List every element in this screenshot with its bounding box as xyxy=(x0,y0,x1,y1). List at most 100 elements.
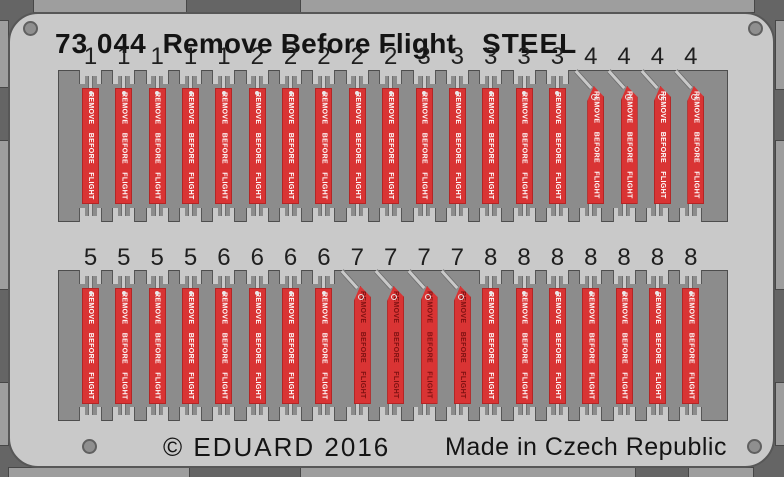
corner-hole-top-left xyxy=(23,21,38,36)
flag-text: REMOVE BEFORE FLIGHT xyxy=(453,92,461,200)
attachment-tab-top xyxy=(488,276,494,290)
rbf-flag: REMOVE BEFORE FLIGHT xyxy=(682,288,700,404)
flag-text: REMOVE BEFORE FLIGHT xyxy=(87,92,94,200)
flag-grommet xyxy=(88,291,93,295)
flag-text: REMOVE BEFORE FLIGHT xyxy=(687,292,695,400)
attachment-tab-bottom xyxy=(588,403,594,415)
rbf-flag: REMOVE BEFORE FLIGHT xyxy=(315,288,333,404)
edge-tab-bottom xyxy=(8,467,190,477)
flag-text: REMOVE BEFORE FLIGHT xyxy=(287,92,295,200)
edge-tab-right xyxy=(775,382,784,446)
attachment-tab-bottom xyxy=(154,203,160,216)
corner-hole-bottom-right xyxy=(747,439,762,454)
flag-grommet xyxy=(155,91,160,95)
attachment-tab-top xyxy=(88,76,93,90)
rbf-flag: REMOVE BEFORE FLIGHT xyxy=(448,88,466,204)
flag-text: REMOVE BEFORE FLIGHT xyxy=(620,292,628,400)
flag-text: REMOVE BEFORE FLIGHT xyxy=(592,91,600,199)
flag-grommet xyxy=(488,291,493,295)
flag-text: REMOVE BEFORE FLIGHT xyxy=(487,92,495,200)
attachment-tab-bottom xyxy=(321,203,327,216)
flag-text: REMOVE BEFORE FLIGHT xyxy=(320,292,328,400)
attachment-tab-top xyxy=(488,76,494,90)
attachment-tab-bottom xyxy=(421,203,427,216)
attachment-tab-top xyxy=(254,276,260,290)
attachment-tab-bottom xyxy=(554,403,560,415)
attachment-tab-top xyxy=(354,76,360,90)
material-label: STEEL xyxy=(482,28,578,59)
rbf-flag: REMOVE BEFORE FLIGHT xyxy=(182,288,200,404)
attachment-tab-bottom xyxy=(254,203,260,216)
flag-grommet xyxy=(422,91,426,95)
attachment-tab-top xyxy=(154,76,160,90)
rbf-flag: REMOVE BEFORE FLIGHT xyxy=(182,88,200,204)
attachment-tab-top xyxy=(121,276,127,290)
flag-text: REMOVE BEFORE FLIGHT xyxy=(320,92,328,200)
part-number-label: 4 xyxy=(617,43,631,70)
attachment-tab-bottom xyxy=(121,403,127,415)
attachment-tab-bottom xyxy=(254,403,260,415)
attachment-tab-top xyxy=(388,76,394,90)
flag-text: REMOVE BEFORE FLIGHT xyxy=(425,291,433,399)
attachment-tab-top xyxy=(288,76,294,90)
corner-hole-bottom-left xyxy=(82,439,97,454)
attachment-tab-top xyxy=(621,276,627,290)
attachment-tab-bottom xyxy=(321,403,327,415)
flag-grommet xyxy=(121,91,126,95)
attachment-tab-top xyxy=(421,76,427,90)
part-number-label: 5 xyxy=(83,244,98,271)
part-number-label: 6 xyxy=(283,244,298,271)
attachment-tab-top xyxy=(521,76,527,90)
product-title: Remove Before Flight xyxy=(162,28,457,59)
rbf-flag: REMOVE BEFORE FLIGHT xyxy=(215,288,233,404)
attachment-tab-top xyxy=(121,76,127,90)
attachment-tab-bottom xyxy=(388,203,394,216)
attachment-tab-bottom xyxy=(388,403,394,415)
header-title-row: 73 044 Remove Before Flight STEEL xyxy=(55,28,577,60)
rbf-flag: REMOVE BEFORE FLIGHT xyxy=(453,286,471,404)
part-number-label: 4 xyxy=(584,43,598,70)
part-number-label: 6 xyxy=(250,244,264,271)
flag-text: REMOVE BEFORE FLIGHT xyxy=(253,92,261,200)
attachment-tab-top xyxy=(254,76,260,90)
attachment-tab-top xyxy=(588,276,594,290)
part-number-label: 2 xyxy=(250,43,264,70)
attachment-tab-top xyxy=(454,76,460,90)
attachment-tab-bottom xyxy=(88,203,93,216)
part-number-label: 8 xyxy=(517,244,531,271)
catalog-number: 73 044 xyxy=(55,28,147,59)
part-number-label: 3 xyxy=(450,43,465,70)
flag-text: REMOVE BEFORE FLIGHT xyxy=(358,291,366,399)
rbf-flag: REMOVE BEFORE FLIGHT xyxy=(548,288,566,404)
flag-grommet xyxy=(155,291,160,295)
part-number-label: 5 xyxy=(117,244,131,271)
flag-text: REMOVE BEFORE FLIGHT xyxy=(153,292,161,400)
rbf-flag: REMOVE BEFORE FLIGHT xyxy=(315,88,333,204)
flag-grommet xyxy=(555,91,560,95)
attachment-tab-top xyxy=(321,76,327,90)
attachment-tab-bottom xyxy=(88,403,93,415)
rbf-flag: REMOVE BEFORE FLIGHT xyxy=(248,288,266,404)
part-number-label: 1 xyxy=(83,43,98,70)
attachment-tab-top xyxy=(221,76,227,90)
edge-tab-bottom xyxy=(300,467,636,477)
part-number-label: 3 xyxy=(517,43,531,70)
rbf-flag: REMOVE BEFORE FLIGHT xyxy=(115,88,133,204)
attachment-tab-bottom xyxy=(421,403,427,415)
flag-grommet xyxy=(221,291,226,295)
rbf-flag: REMOVE BEFORE FLIGHT xyxy=(515,288,533,404)
rbf-flag: REMOVE BEFORE FLIGHT xyxy=(82,88,99,204)
flag-grommet xyxy=(255,291,260,295)
rbf-flag: REMOVE BEFORE FLIGHT xyxy=(587,86,605,204)
flag-grommet xyxy=(188,291,193,295)
attachment-tab-bottom xyxy=(188,203,194,216)
flag-text: REMOVE BEFORE FLIGHT xyxy=(392,291,400,399)
flag-text: REMOVE BEFORE FLIGHT xyxy=(653,292,661,400)
rbf-flag: REMOVE BEFORE FLIGHT xyxy=(348,88,366,204)
attachment-tab-top xyxy=(188,76,194,90)
attachment-tab-top xyxy=(521,276,527,290)
attachment-tab-bottom xyxy=(121,203,127,216)
part-number-label: 7 xyxy=(383,244,398,271)
attachment-tab-top xyxy=(654,276,660,290)
part-number-label: 4 xyxy=(650,43,665,70)
